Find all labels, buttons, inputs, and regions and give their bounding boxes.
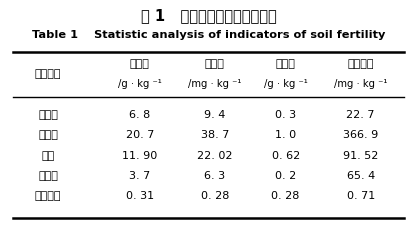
Text: /mg · kg ⁻¹: /mg · kg ⁻¹ (188, 79, 241, 89)
Text: /g · kg ⁻¹: /g · kg ⁻¹ (118, 79, 161, 89)
Text: 标准差: 标准差 (38, 171, 58, 181)
Text: 366. 9: 366. 9 (343, 130, 378, 140)
Text: 有机质: 有机质 (130, 59, 150, 69)
Text: 水解性氮: 水解性氮 (347, 59, 374, 69)
Text: 有效磷: 有效磷 (205, 59, 225, 69)
Text: 65. 4: 65. 4 (347, 171, 375, 181)
Text: 11. 90: 11. 90 (122, 151, 157, 161)
Text: 0. 2: 0. 2 (275, 171, 296, 181)
Text: 22. 7: 22. 7 (347, 110, 375, 120)
Text: 变异系数: 变异系数 (35, 191, 61, 201)
Text: 0. 3: 0. 3 (275, 110, 296, 120)
Text: 最小值: 最小值 (38, 110, 58, 120)
Text: 0. 31: 0. 31 (126, 191, 154, 201)
Text: 1. 0: 1. 0 (275, 130, 296, 140)
Text: 均值: 均值 (41, 151, 55, 161)
Text: 0. 62: 0. 62 (271, 151, 300, 161)
Text: 22. 02: 22. 02 (197, 151, 233, 161)
Text: 0. 28: 0. 28 (201, 191, 229, 201)
Text: 速效钾: 速效钾 (276, 59, 296, 69)
Text: 6. 3: 6. 3 (204, 171, 225, 181)
Text: 20. 7: 20. 7 (126, 130, 154, 140)
Text: 6. 8: 6. 8 (129, 110, 150, 120)
Text: 0. 71: 0. 71 (347, 191, 375, 201)
Text: 0. 28: 0. 28 (271, 191, 300, 201)
Text: 91. 52: 91. 52 (343, 151, 378, 161)
Text: 38. 7: 38. 7 (201, 130, 229, 140)
Text: 统计指标: 统计指标 (35, 69, 61, 79)
Text: 3. 7: 3. 7 (129, 171, 150, 181)
Text: 最大值: 最大值 (38, 130, 58, 140)
Text: /g · kg ⁻¹: /g · kg ⁻¹ (264, 79, 307, 89)
Text: 9. 4: 9. 4 (204, 110, 226, 120)
Text: Table 1    Statistic analysis of indicators of soil fertility: Table 1 Statistic analysis of indicators… (32, 30, 385, 40)
Text: 表 1   土壤各肥力指标统计分析: 表 1 土壤各肥力指标统计分析 (141, 8, 276, 23)
Text: /mg · kg ⁻¹: /mg · kg ⁻¹ (334, 79, 387, 89)
